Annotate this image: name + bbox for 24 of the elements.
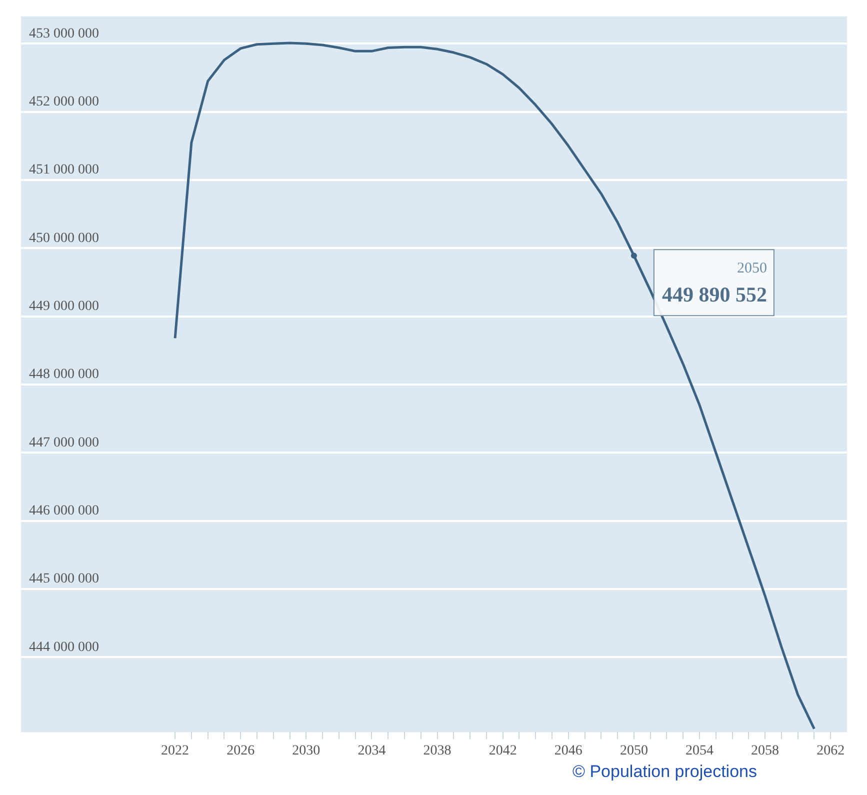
x-tick-label: 2042: [488, 743, 517, 758]
x-tick-label: 2054: [686, 743, 714, 758]
y-tick-label: 453 000 000: [29, 26, 99, 42]
y-tick-label: 451 000 000: [29, 162, 99, 178]
text: © Population projections: [571, 762, 758, 782]
annotation: 2050: [736, 260, 767, 277]
x-tick-label: 2030: [292, 743, 320, 758]
x-tick-label: 2038: [423, 743, 452, 758]
x-tick-label: 2034: [358, 743, 386, 758]
x-tick-label: 2046: [554, 743, 582, 758]
data-label: 449 890 552: [662, 282, 767, 307]
y-tick-label: 450 000 000: [29, 230, 99, 246]
y-tick-label: 446 000 000: [29, 504, 99, 519]
x-tick-label: 2026: [226, 743, 255, 758]
y-tick-label: 448 000 000: [29, 367, 99, 382]
x-tick-label: 2050: [620, 743, 648, 758]
x-tick-label: 2022: [161, 743, 190, 758]
y-tick-label: 452 000 000: [29, 94, 99, 110]
y-tick-label: 449 000 000: [29, 299, 99, 314]
x-tick-label: 2058: [751, 743, 780, 758]
y-tick-label: 447 000 000: [29, 435, 99, 450]
y-tick-label: 444 000 000: [29, 640, 99, 655]
y-tick-label: 445 000 000: [29, 572, 99, 587]
x-tick-label: 2062: [816, 743, 845, 758]
